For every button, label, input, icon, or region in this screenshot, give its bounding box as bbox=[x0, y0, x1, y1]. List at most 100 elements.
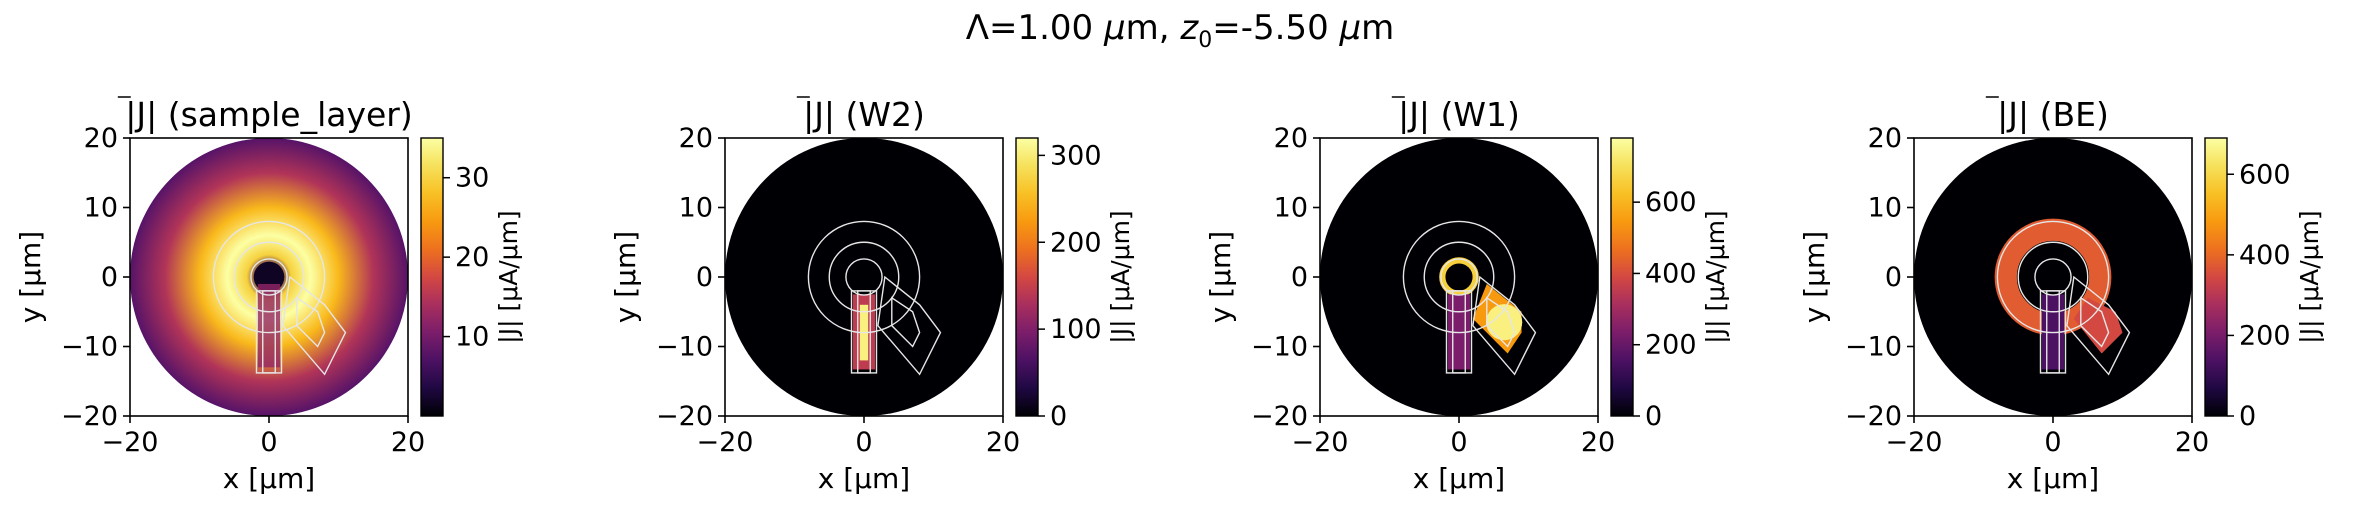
colorbar bbox=[1015, 137, 1039, 417]
outline-pad-inner bbox=[1486, 296, 1516, 348]
panel-3: −20 0 20 −20 −10 0 10 20 x [µm] y [µm] |J| (W1) 0 20… bbox=[1204, 95, 1730, 495]
y-tick-label: 20 bbox=[1868, 123, 1902, 154]
figure-suptitle: Λ=1.00 μm, z0=-5.50 μm bbox=[0, 8, 2360, 53]
x-axis-label: x [µm] bbox=[1413, 462, 1505, 495]
x-axis-label: x [µm] bbox=[818, 462, 910, 495]
colorbar bbox=[420, 137, 444, 417]
outline-middle-ring bbox=[828, 241, 900, 313]
outline-inner-loop bbox=[250, 258, 288, 296]
suptitle-text: Λ=1.00 μm, z0=-5.50 μm bbox=[965, 8, 1395, 53]
x-tick-label: 0 bbox=[855, 427, 872, 458]
y-tick-label: 20 bbox=[84, 123, 118, 154]
y-tick-label: 10 bbox=[1274, 193, 1308, 224]
x-tick-label: 0 bbox=[260, 427, 277, 458]
outline-lead-inner bbox=[1452, 290, 1466, 374]
colorbar-tick-label: 300 bbox=[1050, 140, 1102, 171]
colorbar-tick-label: 20 bbox=[455, 242, 489, 273]
y-tick-label: −10 bbox=[1251, 332, 1308, 363]
y-tick-label: 0 bbox=[1291, 262, 1308, 293]
x-tick-label: −20 bbox=[1886, 427, 1943, 458]
outline-pad-outer bbox=[1472, 275, 1537, 376]
y-tick-label: 10 bbox=[1868, 193, 1902, 224]
current-density-disk bbox=[1320, 138, 1598, 416]
x-tick-label: −20 bbox=[697, 427, 754, 458]
y-axis-label: y [µm] bbox=[1204, 231, 1237, 323]
outline-outer-ring bbox=[1996, 220, 2110, 334]
colorbar-tick-label: 600 bbox=[1645, 187, 1697, 218]
y-tick-label: −20 bbox=[61, 401, 118, 432]
colorbar-tick-label: 0 bbox=[2239, 401, 2256, 432]
outline-middle-ring bbox=[233, 241, 305, 313]
outline-pad-outer bbox=[877, 275, 942, 376]
y-tick-label: 0 bbox=[696, 262, 713, 293]
lead-strip-current bbox=[257, 283, 281, 368]
current-density-disk bbox=[725, 138, 1003, 416]
x-tick-label: 0 bbox=[2044, 427, 2061, 458]
colorbar-tick-label: 30 bbox=[455, 163, 489, 194]
outline-outer-ring bbox=[1402, 220, 1516, 334]
outline-outer-ring bbox=[212, 220, 326, 334]
outline-lead-inner bbox=[857, 290, 871, 374]
panel-4: −20 0 20 −20 −10 0 10 20 x [µm] y [µm] |J| (BE) 0 20… bbox=[1798, 95, 2324, 495]
y-tick-label: 10 bbox=[679, 193, 713, 224]
colorbar-label: |J| [μA/μm] bbox=[2295, 210, 2324, 343]
colorbar-tick-label: 0 bbox=[1645, 401, 1662, 432]
colorbar-tick-label: 10 bbox=[455, 322, 489, 353]
x-tick-label: 20 bbox=[391, 427, 425, 458]
x-axis-label: x [µm] bbox=[2007, 462, 2099, 495]
x-tick-label: 0 bbox=[1450, 427, 1467, 458]
y-tick-label: 20 bbox=[1274, 123, 1308, 154]
outline-middle-ring bbox=[1423, 241, 1495, 313]
outline-pad-outer bbox=[282, 275, 347, 376]
outline-pad-inner bbox=[296, 296, 326, 348]
colorbar-tick-label: 200 bbox=[1645, 330, 1697, 361]
panel-2: −20 0 20 −20 −10 0 10 20 x [µm] y [µm] |J| (W2) 0 10… bbox=[609, 95, 1135, 495]
outline-inner-loop bbox=[2034, 258, 2072, 296]
y-tick-label: −10 bbox=[1845, 332, 1902, 363]
colorbar-tick-label: 400 bbox=[1645, 258, 1697, 289]
panel-title: |J| (W1) bbox=[1398, 95, 1520, 134]
colorbar-label: |J| [μA/μm] bbox=[1701, 210, 1730, 343]
pad-arm-peak bbox=[1486, 304, 1523, 341]
colorbar-tick-label: 0 bbox=[1050, 401, 1067, 432]
x-tick-label: 20 bbox=[2175, 427, 2209, 458]
colorbar-tick-label: 400 bbox=[2239, 240, 2291, 271]
outline-lead-inner bbox=[262, 290, 276, 374]
outline-middle-ring bbox=[2017, 241, 2089, 313]
panel-title: |J| (W2) bbox=[803, 95, 925, 134]
loop-current bbox=[1439, 257, 1479, 297]
colorbar-tick-label: 200 bbox=[1050, 227, 1102, 258]
y-tick-label: −20 bbox=[1845, 401, 1902, 432]
y-tick-label: −10 bbox=[61, 332, 118, 363]
y-axis-label: y [µm] bbox=[1798, 231, 1831, 323]
x-tick-label: −20 bbox=[1292, 427, 1349, 458]
y-axis-label: y [µm] bbox=[14, 231, 47, 323]
panel-title: |J| (sample_layer) bbox=[125, 95, 412, 134]
y-tick-label: −10 bbox=[656, 332, 713, 363]
x-tick-label: −20 bbox=[102, 427, 159, 458]
y-tick-label: 0 bbox=[101, 262, 118, 293]
current-density-disk bbox=[1914, 138, 2192, 416]
y-tick-label: −20 bbox=[656, 401, 713, 432]
outline-inner-loop bbox=[845, 258, 883, 296]
colorbar-tick-label: 200 bbox=[2239, 320, 2291, 351]
outline-outer-ring bbox=[807, 220, 921, 334]
outline-lead-inner bbox=[2046, 290, 2060, 374]
x-axis-label: x [µm] bbox=[223, 462, 315, 495]
y-tick-label: 10 bbox=[84, 193, 118, 224]
colorbar-tick-label: 600 bbox=[2239, 159, 2291, 190]
colorbar bbox=[1610, 137, 1634, 417]
y-tick-label: −20 bbox=[1251, 401, 1308, 432]
colorbar-label: |J| [μA/μm] bbox=[1106, 210, 1135, 343]
outline-pad-inner bbox=[2080, 296, 2110, 348]
y-axis-label: y [µm] bbox=[609, 231, 642, 323]
outline-pad-outer bbox=[2066, 275, 2131, 376]
colorbar-label: |J| [μA/μm] bbox=[494, 210, 523, 343]
outline-pad-inner bbox=[891, 296, 921, 348]
y-tick-label: 20 bbox=[679, 123, 713, 154]
x-tick-label: 20 bbox=[986, 427, 1020, 458]
panel-title: |J| (BE) bbox=[1997, 95, 2109, 134]
colorbar bbox=[2204, 137, 2228, 417]
